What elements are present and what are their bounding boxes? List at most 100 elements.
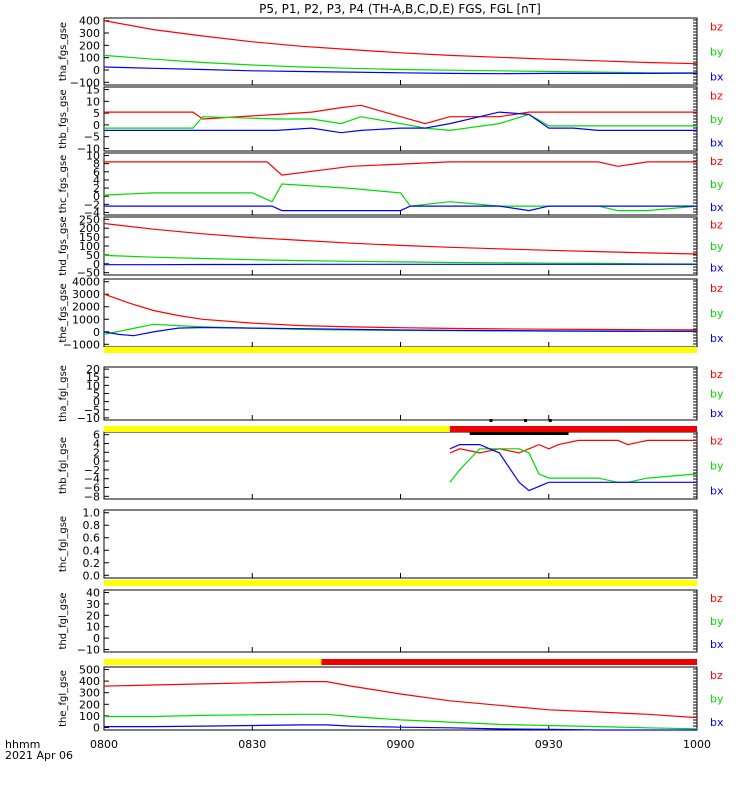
series-by	[103, 54, 697, 74]
y-tick-label: 1000	[72, 313, 100, 326]
legend-by: by	[710, 693, 724, 706]
y-tick-label: 0	[93, 326, 100, 339]
y-tick-label: 40	[86, 586, 100, 599]
y-tick-label: 1.0	[83, 507, 101, 520]
y-tick-label: 0	[93, 455, 100, 468]
legend-bz: bz	[710, 592, 723, 605]
y-tick-label: −100	[70, 76, 100, 89]
series-by	[103, 183, 698, 212]
legend-bz: bz	[710, 282, 723, 295]
y-tick-label: 10	[86, 621, 100, 634]
y-tick-label: −10	[77, 412, 100, 425]
status-segment-yellow	[104, 580, 697, 586]
y-tick-label: 5	[93, 388, 100, 401]
series-bx	[449, 444, 697, 492]
series-bz	[103, 20, 698, 65]
legend-by: by	[710, 460, 724, 473]
y-tick-label: 0	[93, 190, 100, 203]
legend-bz: bz	[710, 89, 723, 102]
y-tick-label: 100	[79, 710, 100, 723]
panel-frame	[103, 366, 698, 421]
bar-thb	[104, 426, 697, 432]
legend-bx: bx	[710, 716, 724, 729]
legend-bx: bx	[710, 484, 724, 497]
series-bz	[104, 161, 697, 176]
y-tick-label: 4000	[72, 276, 100, 289]
y-axis-label: the_fgs_gse	[58, 283, 69, 342]
y-axis-label: thd_fgl_gse	[58, 593, 69, 650]
x-tick-label: 0930	[535, 738, 563, 751]
y-tick-label: −4	[84, 207, 100, 220]
y-axis-label: tha_fgs_gse	[58, 22, 69, 81]
y-tick-label: −50	[77, 267, 100, 280]
y-tick-label: −4	[84, 473, 100, 486]
series-bz	[103, 293, 698, 331]
y-tick-label: 0	[93, 632, 100, 645]
panel-thc_fgl_gse: 1.00.80.60.40.20.0 thc_fgl_gse	[58, 507, 698, 582]
y-tick-label: −2	[84, 198, 100, 211]
panel-frame	[103, 278, 698, 348]
y-tick-label: 300	[79, 27, 100, 40]
x-tick-label: 0900	[387, 738, 415, 751]
y-axis-label: the_fgl_gse	[58, 670, 69, 727]
y-tick-label: 4	[93, 174, 100, 187]
y-tick-label: 3000	[72, 288, 100, 301]
bar-tha	[104, 347, 697, 353]
y-axis-label: thd_fgs_gse	[58, 216, 69, 275]
y-tick-label: 10	[86, 95, 100, 108]
panel-frame	[103, 86, 698, 152]
y-tick-label: −6	[84, 482, 100, 495]
series-bx	[104, 111, 697, 134]
legend-bx: bx	[710, 137, 724, 150]
panel-frame	[103, 589, 698, 653]
y-tick-label: −5	[84, 404, 100, 417]
status-segment-yellow	[104, 659, 322, 665]
y-tick-label: 20	[86, 363, 100, 376]
y-tick-label: 2	[93, 446, 100, 459]
y-tick-label: 20	[86, 609, 100, 622]
legend-by: by	[710, 615, 724, 628]
y-tick-label: 200	[79, 39, 100, 52]
panel-frame	[103, 666, 698, 731]
y-tick-label: 0.8	[83, 519, 101, 532]
legend-by: by	[710, 388, 724, 401]
status-segment-red	[449, 426, 697, 432]
legend-bx: bx	[710, 638, 724, 651]
series-by	[449, 448, 698, 483]
y-tick-label: 8	[93, 158, 100, 171]
y-tick-label: 0	[93, 721, 100, 734]
legend-bz: bz	[710, 219, 723, 232]
series-bx	[104, 205, 697, 212]
status-marker	[548, 419, 552, 422]
x-tick-label: 1000	[683, 738, 711, 751]
series-bz	[104, 104, 697, 125]
legend-by: by	[710, 178, 724, 191]
legend-bz: bz	[710, 435, 723, 448]
y-tick-label: 300	[79, 687, 100, 700]
series-by	[104, 713, 698, 730]
series-by	[104, 113, 697, 132]
y-tick-label: 200	[79, 222, 100, 235]
panel-frame	[103, 431, 698, 500]
y-tick-label: 2000	[72, 301, 100, 314]
y-tick-label: −8	[84, 490, 100, 503]
y-tick-label: −10	[77, 644, 100, 657]
y-tick-label: 0.6	[83, 532, 101, 545]
y-tick-label: 10	[86, 379, 100, 392]
y-tick-label: 500	[79, 664, 100, 677]
y-tick-label: 15	[86, 371, 100, 384]
y-axis-label: thc_fgl_gse	[58, 516, 69, 572]
series-bx	[103, 66, 698, 75]
status-segment-black	[469, 432, 569, 435]
legend-by: by	[710, 113, 724, 126]
figure-title: P5, P1, P2, P3, P4 (TH-A,B,C,D,E) FGS, F…	[259, 2, 541, 16]
legend-by: by	[710, 240, 724, 253]
panel-frame	[103, 509, 698, 579]
series-bx	[104, 724, 697, 731]
status-marker	[524, 419, 528, 422]
